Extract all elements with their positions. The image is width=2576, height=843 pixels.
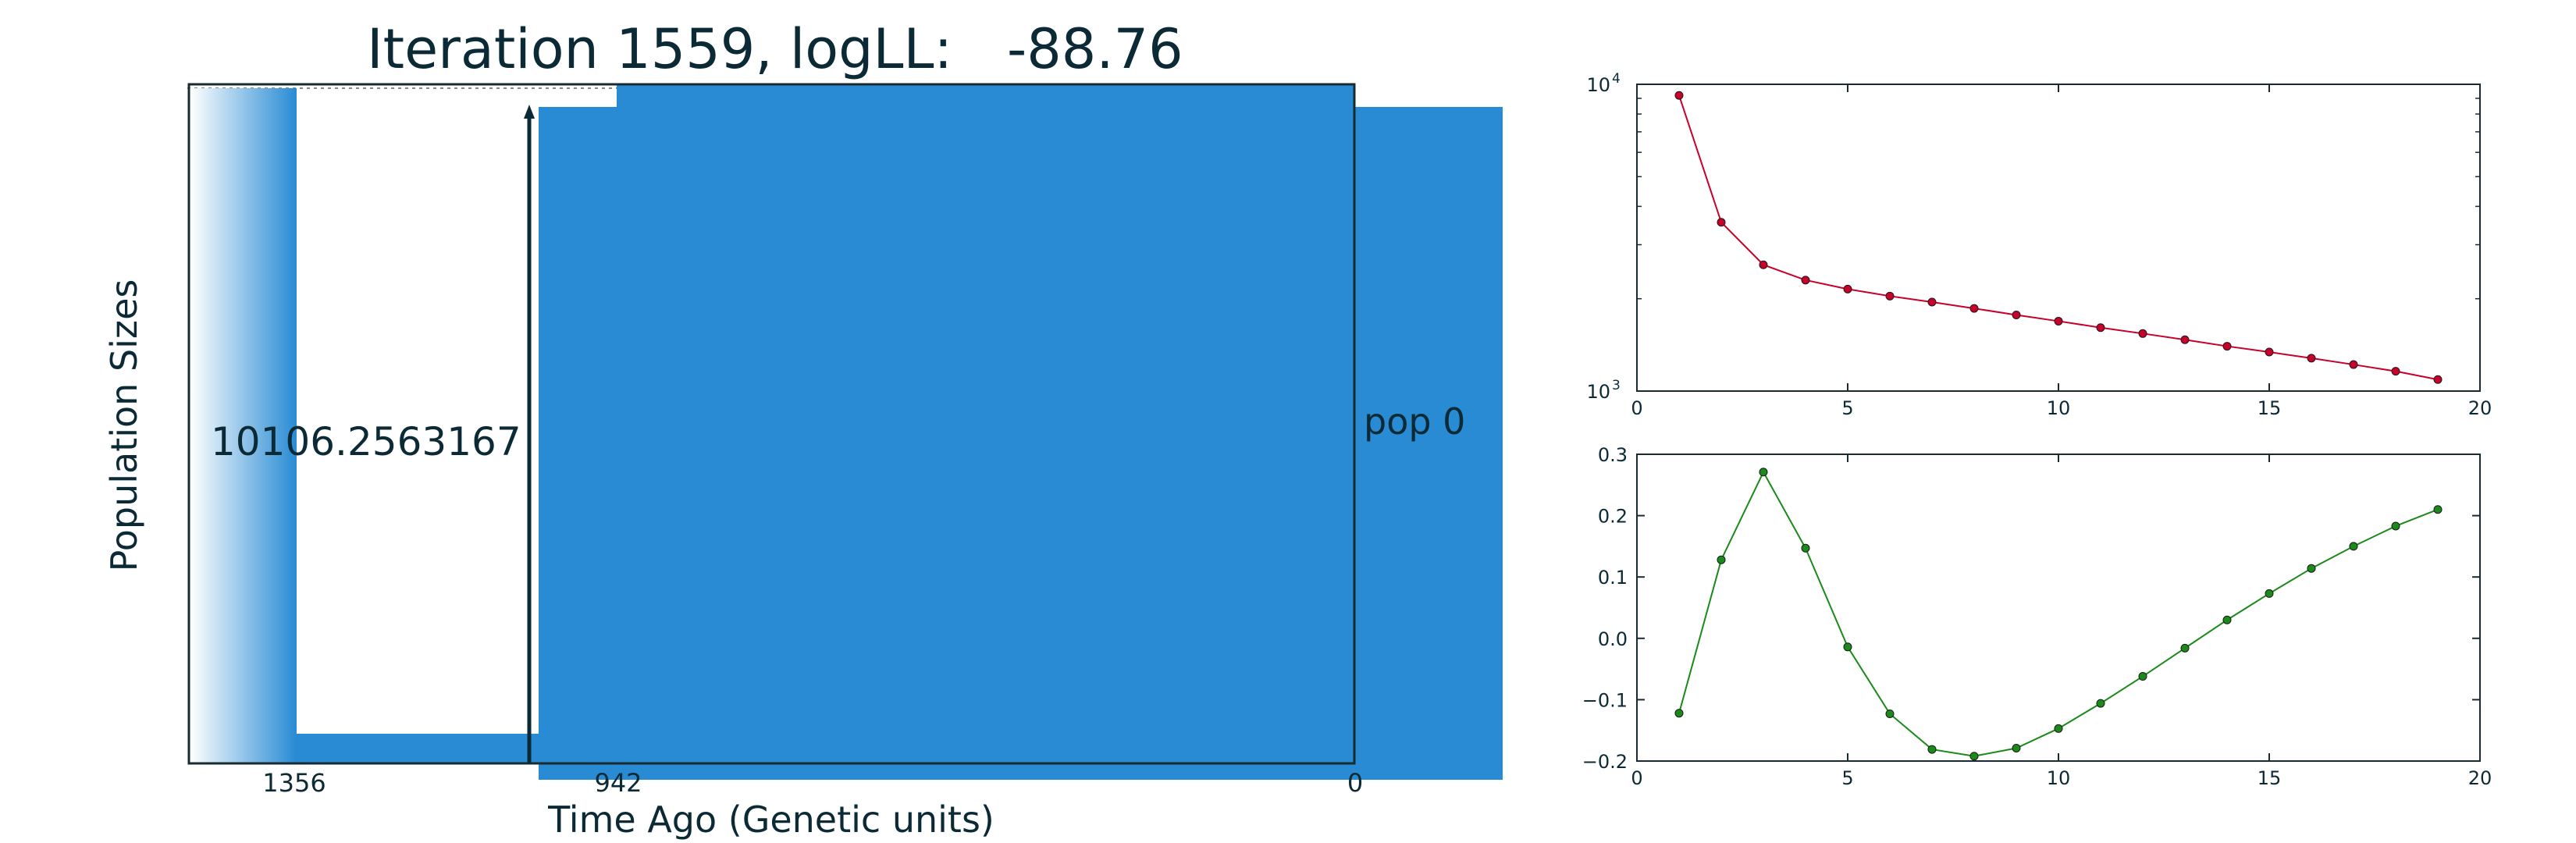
- rate-trace-x-tick-label: 0: [1631, 767, 1642, 789]
- population-plot-frame: [187, 83, 1356, 765]
- rate-trace-y-tick-label: −0.2: [1582, 751, 1628, 773]
- rate-trace-data-point: [1674, 709, 1684, 718]
- rate-trace-x-tick-label: 15: [2258, 767, 2282, 789]
- size-trace-data-point: [2012, 311, 2021, 320]
- migration-arrow-head: [524, 105, 535, 119]
- size-trace-data-point: [2222, 342, 2232, 351]
- size-trace-data-point: [2391, 367, 2400, 376]
- size-trace-series-line: [1678, 94, 2439, 381]
- rate-trace-frame: [1636, 454, 2481, 762]
- rate-trace-data-point: [1843, 642, 1852, 652]
- size-trace-data-point: [1717, 218, 1726, 227]
- x-tick-label-1356: 1356: [262, 768, 326, 798]
- size-trace-data-point: [2096, 323, 2105, 333]
- size-trace-data-point: [2180, 335, 2190, 344]
- rate-trace-data-point: [1759, 468, 1768, 477]
- size-trace-data-point: [2349, 360, 2358, 369]
- size-trace-x-tick-label: 10: [2047, 397, 2071, 419]
- rate-trace-data-point: [1969, 752, 1979, 761]
- size-trace-data-point: [1843, 284, 1852, 293]
- size-trace-x-tick-label: 15: [2258, 397, 2282, 419]
- size-trace-data-point: [2054, 316, 2063, 325]
- rate-trace-data-point: [2180, 643, 2190, 653]
- rate-trace-y-tick-label: 0.0: [1598, 628, 1628, 650]
- size-trace-x-tick-label: 20: [2468, 397, 2492, 419]
- size-trace-y-tick-label: 10: [1586, 74, 1610, 96]
- size-trace-data-point: [1674, 91, 1684, 100]
- size-trace-data-point: [2307, 354, 2316, 363]
- rate-trace-y-tick-label: 0.3: [1598, 444, 1628, 466]
- rate-trace-series-line: [1678, 470, 2439, 757]
- epoch-bar-top-cap: [617, 84, 1354, 108]
- rate-trace-data-point: [2054, 724, 2063, 733]
- size-trace-data-point: [1927, 297, 1937, 307]
- size-trace-y-tick-label: 10: [1586, 381, 1610, 403]
- epoch-bar-942-0: [539, 107, 1503, 780]
- rate-trace-data-point: [2222, 615, 2232, 624]
- rate-trace-y-tick-label: 0.2: [1598, 506, 1628, 528]
- x-tick-label-0: 0: [1347, 768, 1363, 798]
- population-size-label: 10106.2563167: [211, 419, 521, 464]
- rate-trace-data-point: [2349, 542, 2358, 551]
- rate-trace-data-point: [2265, 589, 2274, 598]
- x-tick-label-942: 942: [594, 768, 642, 798]
- size-trace-data-point: [1801, 276, 1810, 285]
- size-trace-x-tick-label: 0: [1631, 397, 1642, 419]
- title-value: -88.76: [1007, 17, 1183, 81]
- rate-trace-series: [1674, 468, 2443, 761]
- rate-trace-x-tick-label: 5: [1841, 767, 1853, 789]
- rate-trace-data-point: [1927, 745, 1937, 754]
- size-trace-data-point: [1885, 291, 1895, 301]
- size-trace-series: [1674, 91, 2443, 384]
- rate-trace-y-tick-label: 0.1: [1598, 567, 1628, 589]
- x-axis-label: Time Ago (Genetic units): [547, 799, 994, 841]
- size-trace-data-point: [2138, 329, 2147, 338]
- size-trace-data-point: [1969, 304, 1979, 313]
- size-trace-x-tick-label: 5: [1841, 397, 1853, 419]
- rate-trace-y-tick-label: −0.1: [1582, 689, 1628, 711]
- rate-trace-x-tick-label: 10: [2047, 767, 2071, 789]
- epoch-bar-1356-942: [295, 734, 539, 763]
- rate-trace-data-point: [1885, 709, 1895, 718]
- rate-trace-data-point: [2012, 743, 2021, 752]
- epoch-fade-band: [190, 88, 297, 763]
- rate-trace-data-point: [2307, 564, 2316, 573]
- size-trace-data-point: [2433, 375, 2443, 384]
- rate-trace-x-tick-label: 20: [2468, 767, 2492, 789]
- population-name-label: pop 0: [1364, 400, 1465, 443]
- rate-trace-data-point: [2391, 521, 2400, 531]
- size-trace-y-tick-exponent: 4: [1612, 71, 1621, 87]
- rate-trace-data-point: [1801, 543, 1810, 553]
- size-trace-frame: [1636, 84, 2481, 392]
- rate-trace-ticks: 0 5 10 15 20 −0.2 −0.1 0.0 0.1 0.2 0.3: [1582, 444, 2492, 789]
- rate-trace-data-point: [2138, 672, 2147, 681]
- y-axis-label: Population Sizes: [103, 279, 145, 572]
- rate-trace-data-point: [2433, 505, 2443, 514]
- size-trace-data-point: [1759, 260, 1768, 269]
- title-prefix: Iteration 1559, logLL:: [367, 17, 952, 81]
- size-trace-data-point: [2265, 347, 2274, 357]
- size-trace-y-tick-exponent: 3: [1612, 378, 1621, 393]
- rate-trace-data-point: [2096, 699, 2105, 708]
- population-history-chart: 10106.2563167 pop 0 Population Sizes Tim…: [103, 83, 1503, 841]
- rate-trace-chart: 0 5 10 15 20 −0.2 −0.1 0.0 0.1 0.2 0.3: [1582, 444, 2492, 789]
- rate-trace-data-point: [1717, 555, 1726, 564]
